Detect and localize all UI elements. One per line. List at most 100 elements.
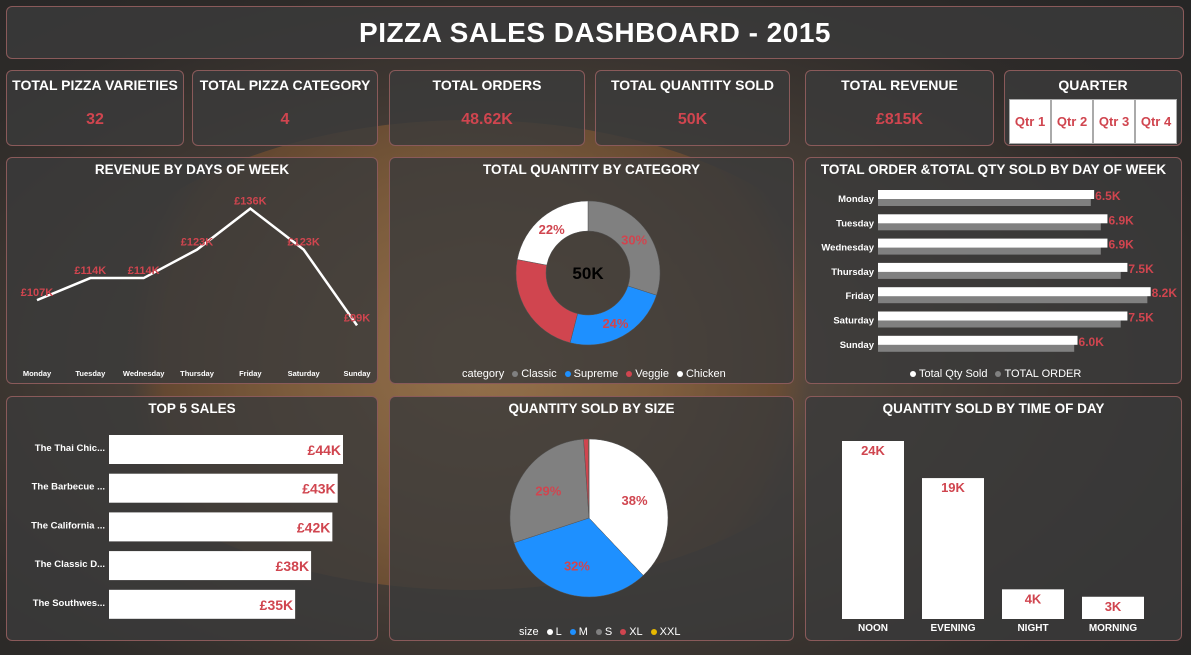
category-slice	[515, 259, 578, 344]
category-slice-label: 22%	[539, 222, 565, 237]
top5-bar	[109, 589, 296, 619]
orders-qty-y-label: Saturday	[833, 316, 874, 327]
category-donut-chart: 30% 24% 22% 50K	[515, 200, 661, 346]
panel-title: QUANTITY SOLD BY TIME OF DAY	[882, 401, 1105, 416]
panel-orders-qty-by-day: TOTAL ORDER &TOTAL QTY SOLD BY DAY OF WE…	[805, 157, 1182, 384]
top5-bar	[109, 435, 343, 464]
legend-dot-icon	[676, 371, 683, 377]
legend-label: Chicken	[685, 368, 726, 380]
quarter-button-3[interactable]: Qtr 3	[1093, 99, 1135, 144]
legend-dot-icon	[569, 629, 576, 635]
category-legend-item: Classic	[512, 368, 557, 380]
revenue-data-label: £136K	[234, 196, 266, 208]
dashboard-title-bar: PIZZA SALES DASHBOARD - 2015	[6, 6, 1184, 59]
kpi-label: TOTAL PIZZA CATEGORY	[199, 77, 371, 93]
panel-title: REVENUE BY DAYS OF WEEK	[94, 162, 290, 177]
revenue-data-label: £123K	[287, 237, 319, 249]
top5-y-label: The California ...	[31, 520, 105, 531]
quarter-button-2[interactable]: Qtr 2	[1051, 99, 1093, 144]
legend-label: Veggie	[635, 368, 669, 380]
time-data-label: 3K	[1105, 599, 1122, 614]
time-x-tick-label: NIGHT	[1017, 623, 1048, 634]
revenue-line-chart: £107K Monday £114K Tuesday £114K Wednesday £12…	[21, 196, 372, 378]
top5-bar	[109, 551, 312, 581]
top5-data-label: £42K	[297, 519, 330, 535]
legend-label: TOTAL ORDER	[1004, 368, 1082, 380]
category-legend-item: Chicken	[676, 368, 726, 380]
qty-bar	[878, 335, 1078, 345]
quarter-button-4[interactable]: Qtr 4	[1135, 99, 1177, 144]
orders-qty-y-label: Wednesday	[821, 243, 874, 254]
kpi-card-varieties: TOTAL PIZZA VARIETIES 32	[6, 70, 184, 146]
revenue-data-label: £107K	[21, 287, 53, 299]
time-bar-chart: 24K NOON 19K EVENING 4K NIGHT 3K MORNING	[842, 441, 1144, 634]
size-legend-item: XXL	[650, 626, 680, 638]
panel-title: TOTAL ORDER &TOTAL QTY SOLD BY DAY OF WE…	[820, 162, 1167, 177]
kpi-card-category: TOTAL PIZZA CATEGORY 4	[192, 70, 378, 146]
quarter-label: QUARTER	[1058, 77, 1128, 93]
legend-dot-icon	[626, 371, 633, 377]
legend-dot-icon	[546, 629, 553, 635]
qty-data-label: 6.9K	[1108, 213, 1134, 227]
top5-y-label: The Barbecue ...	[32, 482, 105, 493]
legend-dot-icon	[995, 371, 1002, 377]
quarter-slicer: QUARTER Qtr 1 Qtr 2 Qtr 3 Qtr 4	[1004, 70, 1182, 146]
size-legend: size L M S XL XXL	[519, 626, 680, 638]
orders-qty-y-label: Sunday	[840, 340, 875, 351]
qty-data-label: 8.2K	[1152, 286, 1178, 300]
legend-dot-icon	[910, 371, 916, 377]
qty-data-label: 6.5K	[1095, 189, 1121, 203]
time-bar	[842, 441, 904, 619]
category-legend-item: Veggie	[626, 368, 669, 380]
category-legend: category Classic Supreme Veggie Chicken	[462, 368, 726, 380]
top5-data-label: £38K	[276, 558, 309, 574]
orders-bar	[878, 245, 1101, 255]
qty-data-label: 6.9K	[1108, 238, 1134, 252]
legend-label: M	[578, 626, 588, 638]
kpi-value: 48.62K	[461, 111, 513, 128]
size-legend-item: S	[595, 626, 613, 638]
qty-bar	[878, 238, 1108, 248]
orders-qty-y-label: Friday	[845, 291, 874, 302]
panel-qty-by-category: TOTAL QUANTITY BY CATEGORY 30% 24% 22% 50K …	[389, 157, 794, 384]
legend-label: Supreme	[573, 368, 619, 380]
size-slice	[588, 438, 669, 576]
kpi-value: 32	[86, 111, 104, 128]
category-legend-item: Supreme	[564, 368, 619, 380]
top5-data-label: £44K	[308, 442, 341, 458]
category-center-label: 50K	[572, 264, 604, 283]
size-slice	[509, 438, 590, 544]
top5-y-label: The Thai Chic...	[35, 443, 105, 454]
orders-bar	[878, 221, 1101, 231]
qty-data-label: 6.0K	[1079, 335, 1105, 349]
legend-label: Total Qty Sold	[919, 368, 988, 380]
kpi-card-orders: TOTAL ORDERS 48.62K	[389, 70, 585, 146]
kpi-card-revenue: TOTAL REVENUE £815K	[805, 70, 994, 146]
panel-top5-sales: TOP 5 SALES The Thai Chic... £44K The Barb…	[6, 396, 378, 641]
legend-label: S	[604, 626, 613, 638]
top5-y-label: The Southwes...	[33, 598, 105, 609]
legend-dot-icon	[620, 629, 627, 635]
top5-bar	[109, 512, 333, 542]
kpi-value: 50K	[677, 111, 708, 128]
quarter-button-1[interactable]: Qtr 1	[1009, 99, 1051, 144]
orders-bar	[878, 269, 1121, 279]
kpi-value: £815K	[875, 111, 924, 128]
orders-qty-y-label: Thursday	[831, 267, 874, 278]
size-legend-item: M	[569, 626, 588, 638]
orders-qty-bar-chart: Monday 6.5K Tuesday 6.9K Wednesday 6.9K Thursd…	[821, 189, 1178, 352]
category-slice	[516, 200, 589, 266]
revenue-x-tick-label: Friday	[239, 369, 262, 378]
time-data-label: 4K	[1025, 591, 1042, 606]
kpi-card-quantity: TOTAL QUANTITY SOLD 50K	[595, 70, 790, 146]
size-slice-label: 29%	[535, 484, 561, 499]
orders-bar	[878, 197, 1091, 206]
panel-title: QUANTITY SOLD BY SIZE	[508, 401, 675, 416]
legend-dot-icon	[595, 629, 602, 635]
revenue-data-label: £123K	[181, 237, 213, 249]
kpi-value: 4	[280, 111, 290, 128]
revenue-x-tick-label: Saturday	[288, 369, 321, 378]
panel-qty-by-time: QUANTITY SOLD BY TIME OF DAY 24K NOON 19K E…	[805, 396, 1182, 641]
orders-qty-y-label: Tuesday	[836, 218, 875, 229]
orders-qty-legend-item: TOTAL ORDER	[995, 368, 1081, 380]
